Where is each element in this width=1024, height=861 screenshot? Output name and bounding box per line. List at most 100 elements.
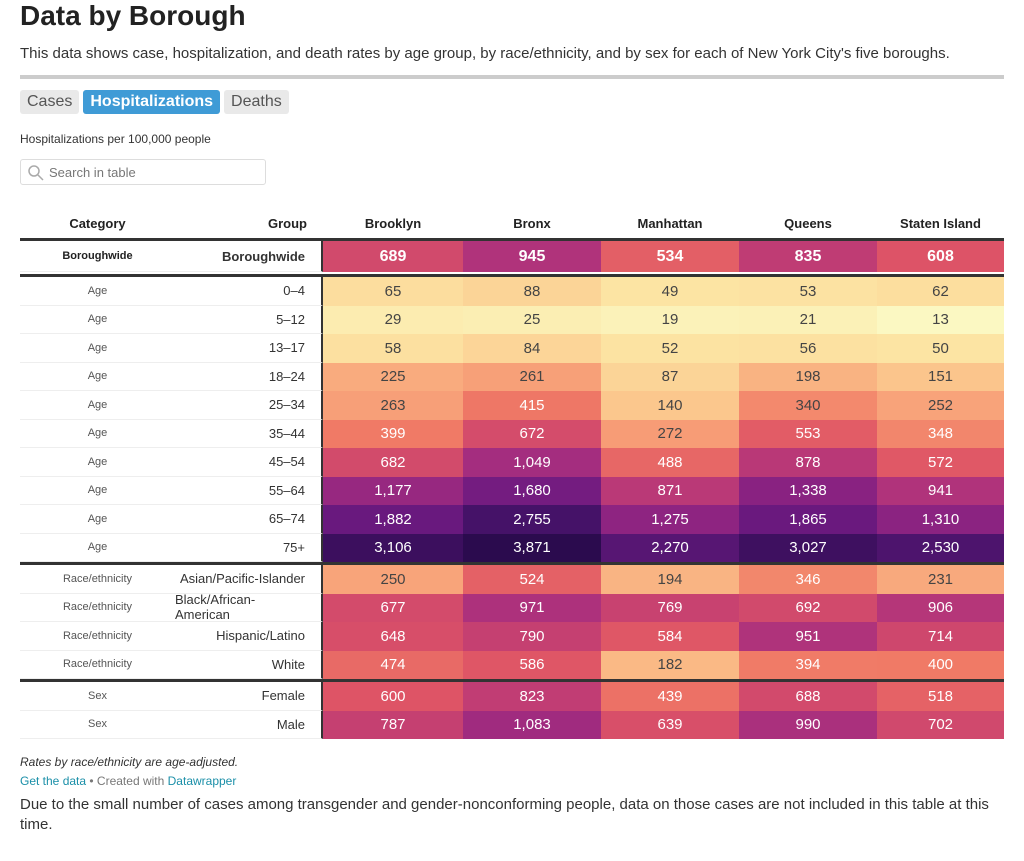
description: This data shows case, hospitalization, a… (20, 45, 950, 62)
value-cell: 1,865 (739, 505, 877, 534)
group-cell: 35–44 (175, 419, 323, 448)
category-cell: Race/ethnicity (20, 622, 175, 651)
value-cell: 250 (323, 565, 463, 594)
column-header: Queens (784, 215, 832, 231)
get-data-link[interactable]: Get the data (20, 774, 87, 788)
value-cell: 518 (877, 682, 1004, 711)
value-cell: 261 (463, 362, 601, 391)
value-cell: 2,270 (601, 533, 739, 562)
value-cell: 1,680 (463, 476, 601, 505)
value-cell: 677 (323, 593, 463, 622)
category-cell: Age (20, 277, 175, 306)
value-cell: 2,755 (463, 505, 601, 534)
value-cell: 990 (739, 710, 877, 739)
group-cell: Female (175, 682, 323, 711)
category-cell: Age (20, 363, 175, 391)
category-cell: Sex (20, 711, 175, 739)
value-cell: 29 (323, 305, 463, 334)
value-cell: 272 (601, 419, 739, 448)
value-cell: 534 (601, 241, 739, 272)
column-header: Brooklyn (364, 215, 422, 231)
group-cell: 55–64 (175, 476, 323, 505)
category-cell: Race/ethnicity (20, 594, 175, 622)
group-cell: Male (175, 710, 323, 739)
group-cell: White (175, 650, 323, 679)
group-cell: Black/African-American (175, 592, 323, 622)
note: Rates by race/ethnicity are age-adjusted… (20, 755, 239, 769)
group-cell: Asian/Pacific-Islander (175, 565, 323, 594)
value-cell: 572 (877, 448, 1004, 477)
category-cell: Race/ethnicity (20, 651, 175, 679)
value-cell: 231 (877, 565, 1004, 594)
credits: Get the data • Created with Datawrapper (20, 774, 236, 788)
value-cell: 415 (463, 391, 601, 420)
value-cell: 3,106 (323, 533, 463, 562)
value-cell: 88 (463, 277, 601, 306)
value-cell: 52 (601, 334, 739, 363)
subtitle: Hospitalizations per 100,000 people (20, 132, 211, 146)
value-cell: 553 (739, 419, 877, 448)
column-header: Manhattan (637, 215, 703, 231)
value-cell: 702 (877, 710, 1004, 739)
group-cell: 65–74 (175, 505, 323, 534)
value-cell: 600 (323, 682, 463, 711)
section-rule (20, 274, 1004, 277)
value-cell: 1,049 (463, 448, 601, 477)
value-cell: 1,338 (739, 476, 877, 505)
value-cell: 140 (601, 391, 739, 420)
value-cell: 58 (323, 334, 463, 363)
value-cell: 1,083 (463, 710, 601, 739)
value-cell: 906 (877, 593, 1004, 622)
value-cell: 151 (877, 362, 1004, 391)
group-cell: 45–54 (175, 448, 323, 477)
value-cell: 474 (323, 650, 463, 679)
section-rule (20, 679, 1004, 682)
tab[interactable]: Hospitalizations (83, 90, 221, 114)
value-cell: 648 (323, 622, 463, 651)
value-cell: 21 (739, 305, 877, 334)
datawrapper-link[interactable]: Datawrapper (167, 774, 237, 788)
value-cell: 53 (739, 277, 877, 306)
column-header: Bronx (513, 215, 551, 231)
value-cell: 871 (601, 476, 739, 505)
search-box[interactable]: Search in table (20, 159, 266, 185)
value-cell: 87 (601, 362, 739, 391)
value-cell: 639 (601, 710, 739, 739)
category-cell: Age (20, 391, 175, 420)
section-rule (20, 562, 1004, 565)
value-cell: 941 (877, 476, 1004, 505)
value-cell: 439 (601, 682, 739, 711)
value-cell: 399 (323, 419, 463, 448)
value-cell: 951 (739, 622, 877, 651)
value-cell: 688 (739, 682, 877, 711)
value-cell: 198 (739, 362, 877, 391)
value-cell: 586 (463, 650, 601, 679)
value-cell: 689 (323, 241, 463, 272)
created-with: • Created with (89, 774, 165, 788)
category-cell: Age (20, 334, 175, 363)
group-cell: 0–4 (175, 277, 323, 306)
footnote: Due to the small number of cases among t… (20, 796, 989, 833)
search-icon (28, 165, 44, 181)
value-cell: 769 (601, 593, 739, 622)
value-cell: 56 (739, 334, 877, 363)
column-header: Staten Island (900, 215, 981, 231)
tab[interactable]: Deaths (224, 90, 289, 114)
value-cell: 340 (739, 391, 877, 420)
tab[interactable]: Cases (20, 90, 80, 114)
value-cell: 19 (601, 305, 739, 334)
group-cell: 5–12 (175, 305, 323, 334)
value-cell: 225 (323, 362, 463, 391)
tabs: Cases Hospitalizations Deaths (20, 90, 293, 114)
value-cell: 50 (877, 334, 1004, 363)
value-cell: 182 (601, 650, 739, 679)
category-cell: Boroughwide (20, 241, 175, 272)
value-cell: 3,027 (739, 533, 877, 562)
column-header: Group (268, 215, 307, 231)
value-cell: 3,871 (463, 533, 601, 562)
category-cell: Age (20, 534, 175, 562)
value-cell: 263 (323, 391, 463, 420)
search-placeholder: Search in table (49, 165, 136, 180)
group-cell: 13–17 (175, 334, 323, 363)
